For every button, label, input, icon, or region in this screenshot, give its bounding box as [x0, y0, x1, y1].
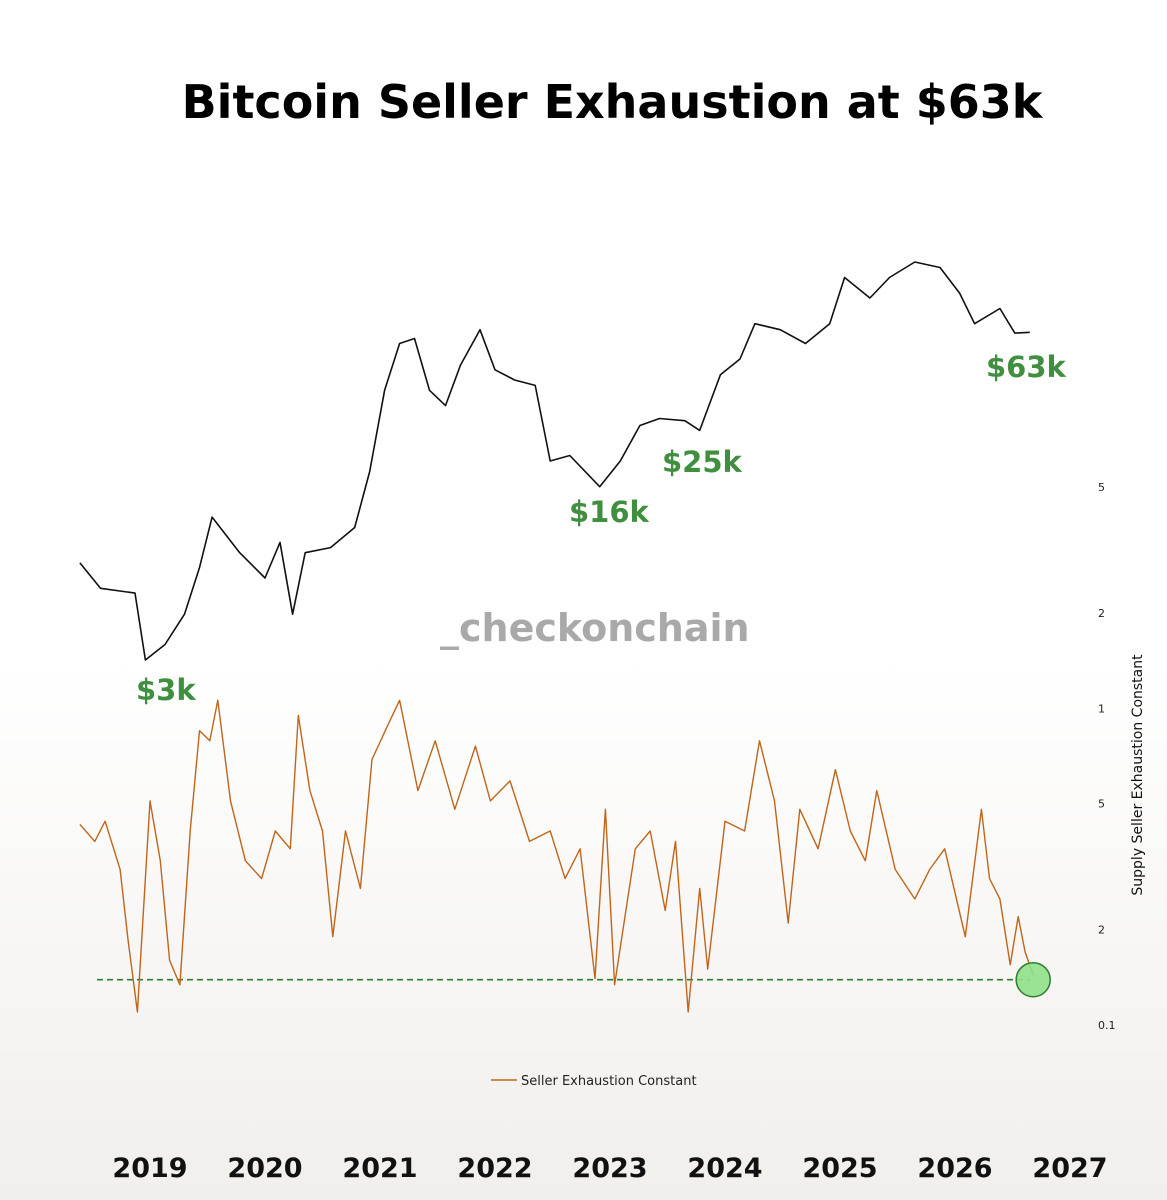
annotation: $3k — [136, 673, 196, 707]
x-tick-label: 2024 — [687, 1153, 762, 1184]
annotation: $16k — [569, 495, 650, 529]
annotation: $63k — [986, 350, 1067, 384]
x-tick-label: 2020 — [227, 1153, 302, 1184]
sec-line — [79, 699, 1034, 1013]
y-tick-label: 5 — [1098, 798, 1105, 811]
x-tick-label: 2026 — [917, 1153, 992, 1184]
highlight — [1015, 961, 1051, 998]
x-tick-label: 2025 — [802, 1153, 877, 1184]
annotation: $25k — [662, 445, 743, 479]
x-tick-label: 2027 — [1032, 1153, 1107, 1184]
x-tick-label: 2022 — [457, 1153, 532, 1184]
x-tick-label: 2019 — [112, 1153, 187, 1184]
y-axis-label: Supply Seller Exhaustion Constant — [1130, 654, 1146, 896]
x-tick-label: 2023 — [572, 1153, 647, 1184]
watermark: _checkonchain — [440, 606, 750, 650]
y-tick-label: 2 — [1098, 924, 1105, 937]
y-tick-label: 0.1 — [1098, 1019, 1116, 1032]
x-tick-label: 2021 — [342, 1153, 417, 1184]
y-tick-label: 1 — [1098, 702, 1105, 715]
y-tick-label: 2 — [1098, 607, 1105, 620]
price-line — [79, 261, 1030, 661]
y-tick-label: 5 — [1098, 481, 1105, 494]
chart-title: Bitcoin Seller Exhaustion at $63k — [182, 75, 1044, 129]
legend-label: Seller Exhaustion Constant — [521, 1074, 697, 1089]
